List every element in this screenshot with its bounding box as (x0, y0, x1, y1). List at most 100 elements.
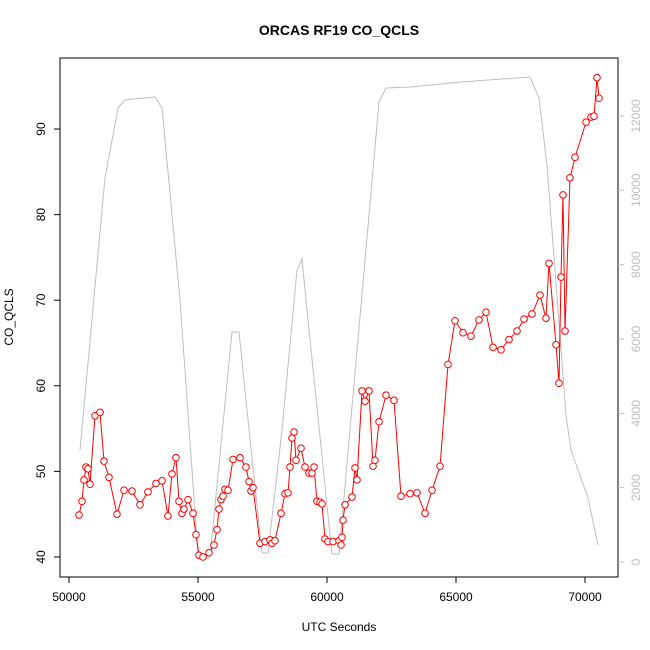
y2-tick-label: 6000 (629, 325, 643, 352)
data-point (180, 505, 188, 513)
data-point (482, 308, 490, 316)
data-point (189, 509, 197, 518)
data-point (215, 505, 223, 513)
data-point (513, 327, 521, 335)
data-point (175, 497, 183, 506)
data-point (128, 487, 136, 495)
data-point (80, 476, 88, 484)
data-point (371, 456, 379, 465)
y-axis-label: CO_QCLS (2, 288, 16, 345)
data-point (595, 94, 603, 103)
data-point (459, 328, 467, 337)
y-tick-label: 60 (34, 379, 48, 393)
data-point (505, 335, 513, 344)
data-point (271, 536, 279, 545)
data-point (136, 500, 144, 509)
data-point (520, 315, 528, 323)
data-point (192, 530, 200, 539)
y-tick-label: 70 (34, 293, 48, 307)
x-tick-label: 60000 (310, 590, 344, 604)
data-point (168, 470, 176, 478)
x-axis-label: UTC Seconds (302, 620, 377, 634)
data-point (467, 332, 475, 340)
x-tick-label: 70000 (568, 590, 602, 604)
data-point (559, 191, 567, 199)
data-point (310, 463, 318, 471)
data-point (536, 291, 544, 299)
y2-tick-label: 0 (629, 558, 643, 565)
data-point (561, 327, 569, 335)
data-point (213, 525, 221, 534)
data-point (542, 314, 550, 322)
data-point (219, 492, 227, 501)
data-point (406, 489, 414, 498)
data-point (341, 500, 349, 509)
data-point (286, 463, 294, 471)
data-point (413, 488, 421, 497)
data-point (100, 457, 108, 465)
data-point (545, 259, 553, 268)
data-point (158, 477, 166, 485)
data-point (290, 428, 298, 436)
x-tick-label: 55000 (181, 590, 215, 604)
data-point (397, 492, 405, 501)
data-point (593, 73, 601, 82)
data-point (96, 408, 104, 417)
data-point (301, 463, 309, 471)
data-point (164, 512, 172, 520)
data-point (451, 316, 459, 325)
data-point (236, 453, 244, 462)
x-tick-label: 65000 (439, 590, 473, 604)
data-point (353, 476, 361, 484)
data-point (144, 488, 152, 496)
data-point (245, 477, 253, 486)
y2-tick-label: 8000 (629, 251, 643, 278)
data-point (382, 391, 390, 400)
data-point (242, 463, 250, 471)
data-point (297, 444, 305, 453)
data-point (365, 387, 373, 395)
data-point (475, 316, 483, 324)
data-point (590, 112, 598, 120)
data-point (428, 486, 436, 495)
chart-title: ORCAS RF19 CO_QCLS (259, 22, 419, 38)
y2-tick-label: 2000 (629, 474, 643, 501)
data-point (120, 486, 128, 495)
data-point (421, 509, 429, 518)
x-tick-label: 50000 (52, 590, 86, 604)
data-point (105, 473, 113, 482)
data-point (249, 483, 257, 492)
y-tick-label: 40 (34, 550, 48, 564)
data-point (390, 396, 398, 405)
data-point (337, 541, 345, 549)
y2-tick-label: 10000 (629, 173, 643, 207)
data-point (566, 174, 574, 182)
data-point (284, 488, 292, 497)
data-point (229, 455, 237, 464)
data-point (582, 118, 590, 126)
data-point (348, 493, 356, 501)
plot-frame (59, 57, 619, 578)
data-point (318, 500, 326, 508)
data-point (571, 153, 579, 162)
data-point (75, 511, 83, 519)
data-point (436, 462, 444, 471)
series-line (79, 76, 599, 561)
y-tick-label: 80 (34, 208, 48, 222)
y-tick-label: 50 (34, 464, 48, 478)
data-point (113, 510, 121, 518)
data-point (361, 397, 369, 406)
data-point (205, 548, 213, 557)
data-point (444, 360, 452, 369)
data-point (351, 464, 359, 472)
data-point (338, 533, 346, 542)
data-point (172, 453, 180, 462)
data-point (555, 379, 563, 388)
data-point (497, 346, 505, 354)
data-point (489, 343, 497, 352)
data-point (552, 340, 560, 349)
data-point (277, 509, 285, 518)
data-point (224, 486, 232, 495)
y-tick-label: 90 (34, 122, 48, 136)
